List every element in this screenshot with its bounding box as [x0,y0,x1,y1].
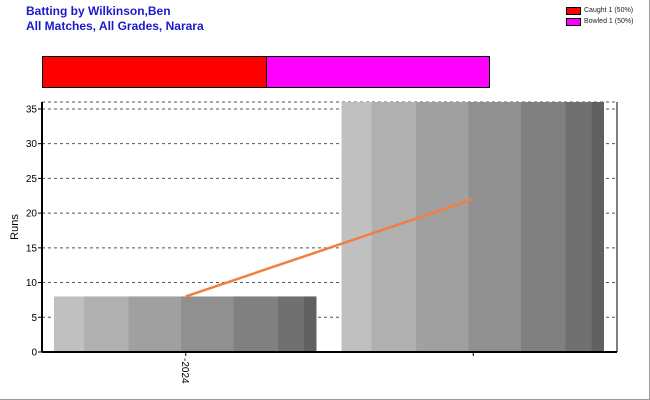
trend-line [185,198,474,298]
legend-swatch-caught [566,6,581,15]
bar-0-stripe [278,296,305,352]
y-tick-label: 35 [26,104,38,115]
y-tick-label: 20 [26,209,38,220]
legend-swatch-bowled [566,17,581,26]
legend-item-bowled: Bowled 1 (50%) [566,16,633,27]
dismissal-segment-caught [43,57,266,87]
bar-1-stripe [591,102,604,352]
bar-0-stripe [233,296,279,352]
y-tick-label: 30 [26,139,38,150]
legend: Caught 1 (50%) Bowled 1 (50%) [566,5,633,27]
dismissal-breakdown-bar [42,56,490,88]
chart-title: Batting by Wilkinson,Ben [26,4,171,18]
y-tick-label: 5 [31,313,37,324]
chart-subtitle: All Matches, All Grades, Narara [26,19,204,33]
bar-1-stripe [520,102,567,352]
bar-0-stripe [84,296,130,352]
y-tick-label: 0 [31,348,37,359]
dismissal-segment-bowled [265,57,489,87]
legend-label-caught: Caught 1 (50%) [584,7,634,14]
bar-0-stripe [304,296,317,352]
bar-0-stripe [54,296,85,352]
bar-1-stripe [416,102,470,352]
bar-1-stripe [565,102,593,352]
x-tick-label: -2024 [179,358,190,384]
bar-1-stripe [341,102,373,352]
bar-0-stripe [181,296,234,352]
legend-item-caught: Caught 1 (50%) [566,5,633,16]
y-tick-label: 25 [26,174,38,185]
bar-1-stripe [468,102,522,352]
y-tick-label: 10 [26,278,38,289]
bar-0-stripe [128,296,182,352]
y-axis-label: Runs [9,214,21,240]
legend-label-bowled: Bowled 1 (50%) [584,18,634,25]
y-tick-label: 15 [26,243,38,254]
